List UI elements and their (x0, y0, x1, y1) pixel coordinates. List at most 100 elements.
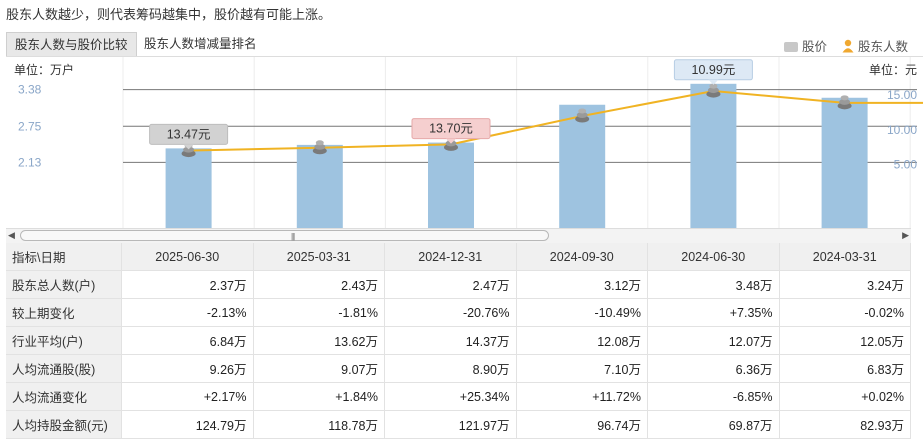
table-header-row: 指标\日期 2025-06-30 2025-03-31 2024-12-31 2… (6, 243, 911, 271)
header-cell: 指标\日期 (6, 243, 122, 271)
table-cell: 96.74万 (516, 410, 648, 439)
price-label-text: 13.47元 (167, 127, 211, 141)
table-cell: +11.72% (516, 382, 648, 411)
right-tick-label: 10.00 (887, 123, 917, 137)
holder-bar (559, 104, 606, 229)
left-tick-label: 3.38 (18, 83, 42, 97)
table-cell: 12.05万 (779, 326, 911, 355)
table-cell: -1.81% (253, 298, 385, 327)
table-cell: -0.02% (779, 298, 911, 327)
table-cell: 3.24万 (779, 270, 911, 299)
coin-stack-icon[interactable] (312, 140, 327, 155)
table-cell: 14.37万 (384, 326, 517, 355)
table-cell: 12.08万 (516, 326, 648, 355)
holder-bar (296, 144, 343, 229)
table-row: 人均持股金额(元) 124.79万 118.78万 121.97万 96.74万 69.8… (6, 410, 911, 439)
table-cell: 2.37万 (121, 270, 254, 299)
coin-stack-icon[interactable] (837, 95, 852, 110)
table-row: 股东总人数(户) 2.37万 2.43万 2.47万 3.12万 3.48万 3.24万 (6, 270, 911, 299)
row-label: 较上期变化 (6, 298, 122, 327)
table-cell: +1.84% (253, 382, 385, 411)
row-label: 股东总人数(户) (6, 270, 122, 299)
chart-scrollbar[interactable]: ◀ ||| ▶ (6, 228, 911, 244)
right-tick-label: 15.00 (887, 88, 917, 102)
table-cell: -2.13% (121, 298, 254, 327)
scroll-right-arrow-icon[interactable]: ▶ (902, 230, 909, 240)
header-cell: 2024-03-31 (779, 243, 911, 271)
price-label-pointer (446, 138, 456, 144)
holders-table: 指标\日期 2025-06-30 2025-03-31 2024-12-31 2… (6, 243, 911, 439)
table-cell: 9.07万 (253, 354, 385, 383)
table-cell: 6.84万 (121, 326, 254, 355)
table-cell: +7.35% (647, 298, 780, 327)
holder-bar (165, 148, 212, 229)
table-cell: 124.79万 (121, 410, 254, 439)
header-cell: 2025-03-31 (253, 243, 385, 271)
table-cell: 3.12万 (516, 270, 648, 299)
price-label-text: 10.99元 (692, 63, 736, 77)
table-cell: 3.48万 (647, 270, 780, 299)
header-cell: 2024-12-31 (384, 243, 517, 271)
table-cell: +2.17% (121, 382, 254, 411)
table-cell: -20.76% (384, 298, 517, 327)
chart-svg: 单位：万户 单位：元 3.38 2.75 2.13 15.00 10.00 5.00 13.47… (14, 57, 923, 229)
legend-price-label: 股价 (802, 40, 828, 54)
holder-bar (821, 97, 868, 229)
header-cell: 2024-06-30 (647, 243, 780, 271)
tab-holders-change-ranking[interactable]: 股东人数增减量排名 (144, 37, 257, 51)
row-label: 人均流通变化 (6, 382, 122, 411)
table-cell: 13.62万 (253, 326, 385, 355)
price-label-pointer (708, 79, 719, 85)
left-axis-unit: 单位：万户 (14, 62, 74, 77)
holder-bar (428, 142, 474, 229)
scroll-thumb[interactable]: ||| (20, 230, 549, 241)
page-headline: 股东人数越少，则代表筹码越集中，股价越有可能上涨。 (6, 7, 332, 22)
legend-item-holders[interactable]: 股东人数 (842, 36, 908, 56)
left-tick-label: 2.13 (18, 155, 42, 169)
price-line (186, 90, 923, 152)
legend-item-price[interactable]: 股价 (784, 36, 827, 55)
tab-bar: 股东人数与股价比较 股东人数增减量排名 (0, 30, 923, 57)
price-bubble-icon (784, 42, 798, 52)
table-cell: 6.36万 (647, 354, 780, 383)
table-cell: 12.07万 (647, 326, 780, 355)
table-cell: +25.34% (384, 382, 517, 411)
scroll-left-arrow-icon[interactable]: ◀ (8, 230, 15, 240)
header-cell: 2025-06-30 (121, 243, 254, 271)
table-row: 较上期变化 -2.13% -1.81% -20.76% -10.49% +7.35% -0.… (6, 298, 911, 327)
right-axis-unit: 单位：元 (869, 62, 917, 77)
table-cell: 82.93万 (779, 410, 911, 439)
person-icon (842, 39, 854, 56)
table-cell: 2.43万 (253, 270, 385, 299)
table-cell: 9.26万 (121, 354, 254, 383)
holders-price-chart: 单位：万户 单位：元 3.38 2.75 2.13 15.00 10.00 5.00 13.47… (6, 56, 923, 229)
coin-stack-icon[interactable] (575, 108, 590, 123)
legend-holders-label: 股东人数 (858, 40, 909, 54)
row-label: 行业平均(户) (6, 326, 122, 355)
table-cell: 6.83万 (779, 354, 911, 383)
header-cell: 2024-09-30 (516, 243, 648, 271)
table-cell: -6.85% (647, 382, 780, 411)
table-cell: 2.47万 (384, 270, 517, 299)
left-tick-label: 2.75 (18, 119, 42, 133)
price-label-bubble (411, 118, 491, 140)
row-label: 人均流通股(股) (6, 354, 122, 383)
coin-stack-icon[interactable] (706, 83, 721, 98)
tab-holders-vs-price[interactable]: 股东人数与股价比较 (6, 32, 137, 57)
table-cell: -10.49% (516, 298, 648, 327)
table-row: 人均流通变化 +2.17% +1.84% +25.34% +11.72% -6.85% +0… (6, 382, 911, 411)
price-label-pointer (183, 144, 194, 150)
table-cell: 7.10万 (516, 354, 648, 383)
table-row: 行业平均(户) 6.84万 13.62万 14.37万 12.08万 12.07万 12.0… (6, 326, 911, 355)
row-label: 人均持股金额(元) (6, 410, 122, 439)
table-cell: 118.78万 (253, 410, 385, 439)
holder-bar (690, 83, 737, 229)
right-tick-label: 5.00 (894, 157, 918, 171)
grip-icon: ||| (291, 232, 295, 241)
table-cell: 121.97万 (384, 410, 517, 439)
table-row: 人均流通股(股) 9.26万 9.07万 8.90万 7.10万 6.36万 6.83万 (6, 354, 911, 383)
table-cell: 8.90万 (384, 354, 517, 383)
table-cell: 69.87万 (647, 410, 780, 439)
table-cell: +0.02% (779, 382, 911, 411)
price-label-text: 13.70元 (429, 122, 473, 136)
